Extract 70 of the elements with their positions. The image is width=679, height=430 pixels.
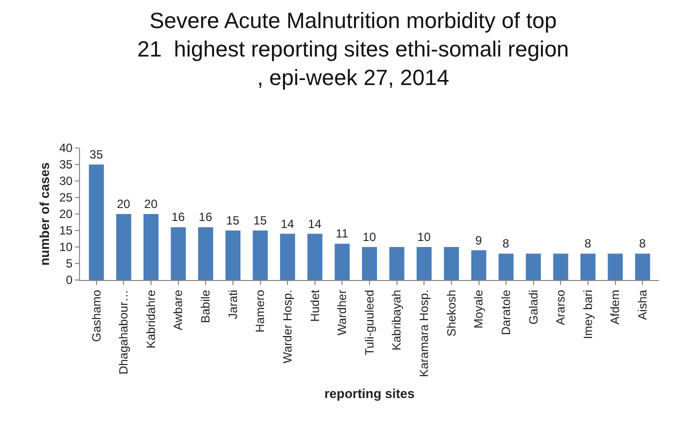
data-label: 35 bbox=[90, 148, 104, 162]
bar bbox=[635, 254, 650, 280]
data-label: 20 bbox=[144, 197, 158, 211]
bar bbox=[580, 254, 596, 280]
bar bbox=[608, 254, 623, 280]
bar bbox=[280, 234, 296, 280]
data-label: 16 bbox=[171, 210, 186, 224]
x-tick-label: Babile bbox=[198, 289, 213, 324]
bar bbox=[334, 244, 350, 280]
bar bbox=[88, 164, 104, 280]
bar bbox=[198, 227, 214, 280]
y-tick-label: 10 bbox=[59, 240, 73, 254]
x-tick-label: Warder Hosp. bbox=[280, 290, 294, 364]
data-label: 8 bbox=[502, 236, 510, 251]
x-tick-label: Kabridahre bbox=[144, 289, 158, 349]
x-tick-label: Moyale bbox=[472, 289, 486, 328]
data-label: 14 bbox=[308, 216, 322, 231]
data-label: 16 bbox=[198, 210, 212, 224]
bar bbox=[362, 247, 378, 280]
data-label: 10 bbox=[417, 230, 431, 244]
x-tick-label: Ararso bbox=[554, 289, 568, 326]
x-tick-label: Awbare bbox=[171, 289, 186, 330]
x-tick-label: Aisha bbox=[636, 289, 650, 320]
x-tick-label: Imey bari bbox=[580, 290, 595, 340]
y-tick-label: 25 bbox=[59, 190, 73, 205]
data-label: 20 bbox=[116, 197, 131, 211]
bar bbox=[170, 227, 186, 280]
bar bbox=[252, 230, 268, 280]
x-axis-title: reporting sites bbox=[324, 386, 415, 401]
x-tick-label: Hamero bbox=[253, 289, 268, 332]
bar bbox=[553, 254, 568, 280]
bar bbox=[389, 247, 404, 280]
y-tick-label: 0 bbox=[66, 273, 73, 288]
data-label: 9 bbox=[475, 233, 482, 248]
x-tick-label: Gashamo bbox=[89, 289, 104, 342]
x-tick-label: Tuli-guuleed bbox=[362, 290, 376, 356]
bar bbox=[307, 234, 322, 280]
y-tick-label: 5 bbox=[66, 256, 73, 271]
x-tick-label: Kabribayah bbox=[390, 290, 404, 351]
bar bbox=[144, 214, 159, 280]
y-axis-title: number of cases bbox=[37, 162, 52, 266]
x-tick-label: Dhagahabour… bbox=[116, 290, 131, 375]
y-tick-label: 15 bbox=[59, 224, 73, 238]
x-tick-label: Jarati bbox=[226, 290, 240, 320]
x-tick-label: Afdem bbox=[608, 290, 622, 324]
data-label: 14 bbox=[280, 216, 294, 231]
data-label: 11 bbox=[336, 226, 349, 241]
y-tick-label: 35 bbox=[59, 158, 73, 172]
x-tick-label: Galadi bbox=[526, 290, 540, 324]
data-label: 8 bbox=[584, 236, 592, 251]
x-tick-label: Wardher bbox=[335, 290, 350, 336]
bar bbox=[225, 230, 240, 280]
y-tick-label: 20 bbox=[59, 207, 73, 222]
y-tick-label: 30 bbox=[59, 174, 73, 188]
data-label: 15 bbox=[253, 214, 268, 228]
bar bbox=[444, 247, 459, 280]
bar bbox=[498, 254, 514, 280]
x-tick-label: Daratole bbox=[498, 289, 513, 336]
data-label: 15 bbox=[226, 214, 240, 228]
y-tick-label: 40 bbox=[59, 141, 73, 156]
x-tick-label: Karamara Hosp. bbox=[417, 290, 432, 378]
data-label: 10 bbox=[362, 230, 376, 244]
bar bbox=[471, 250, 486, 280]
bar bbox=[116, 214, 132, 280]
bar bbox=[416, 247, 432, 280]
chart-title: Severe Acute Malnutrition morbidity of top 21 highest reporting sites ethi-somali region , epi-week 27, 2014 bbox=[137, 8, 569, 90]
x-tick-label: Hudet bbox=[308, 289, 322, 322]
x-tick-label: Shekosh bbox=[444, 290, 458, 337]
data-label: 8 bbox=[639, 236, 646, 251]
bar bbox=[526, 254, 541, 280]
